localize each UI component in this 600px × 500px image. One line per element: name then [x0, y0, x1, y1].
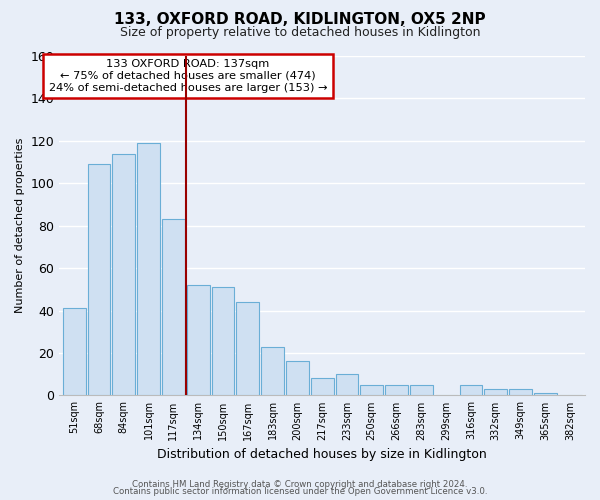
Bar	[410, 385, 433, 396]
Bar	[187, 285, 209, 396]
Bar	[385, 385, 408, 396]
Bar	[335, 374, 358, 396]
Bar	[88, 164, 110, 396]
Bar	[361, 385, 383, 396]
Text: Contains HM Land Registry data © Crown copyright and database right 2024.: Contains HM Land Registry data © Crown c…	[132, 480, 468, 489]
Text: 133, OXFORD ROAD, KIDLINGTON, OX5 2NP: 133, OXFORD ROAD, KIDLINGTON, OX5 2NP	[114, 12, 486, 28]
Bar	[63, 308, 86, 396]
Text: Size of property relative to detached houses in Kidlington: Size of property relative to detached ho…	[120, 26, 480, 39]
Y-axis label: Number of detached properties: Number of detached properties	[15, 138, 25, 314]
Text: 133 OXFORD ROAD: 137sqm
← 75% of detached houses are smaller (474)
24% of semi-d: 133 OXFORD ROAD: 137sqm ← 75% of detache…	[49, 60, 328, 92]
X-axis label: Distribution of detached houses by size in Kidlington: Distribution of detached houses by size …	[157, 448, 487, 461]
Bar	[286, 362, 309, 396]
Bar	[484, 389, 507, 396]
Bar	[236, 302, 259, 396]
Bar	[311, 378, 334, 396]
Bar	[261, 346, 284, 396]
Bar	[460, 385, 482, 396]
Bar	[509, 389, 532, 396]
Text: Contains public sector information licensed under the Open Government Licence v3: Contains public sector information licen…	[113, 487, 487, 496]
Bar	[534, 394, 557, 396]
Bar	[212, 287, 235, 396]
Bar	[162, 220, 185, 396]
Bar	[112, 154, 135, 396]
Bar	[137, 143, 160, 396]
